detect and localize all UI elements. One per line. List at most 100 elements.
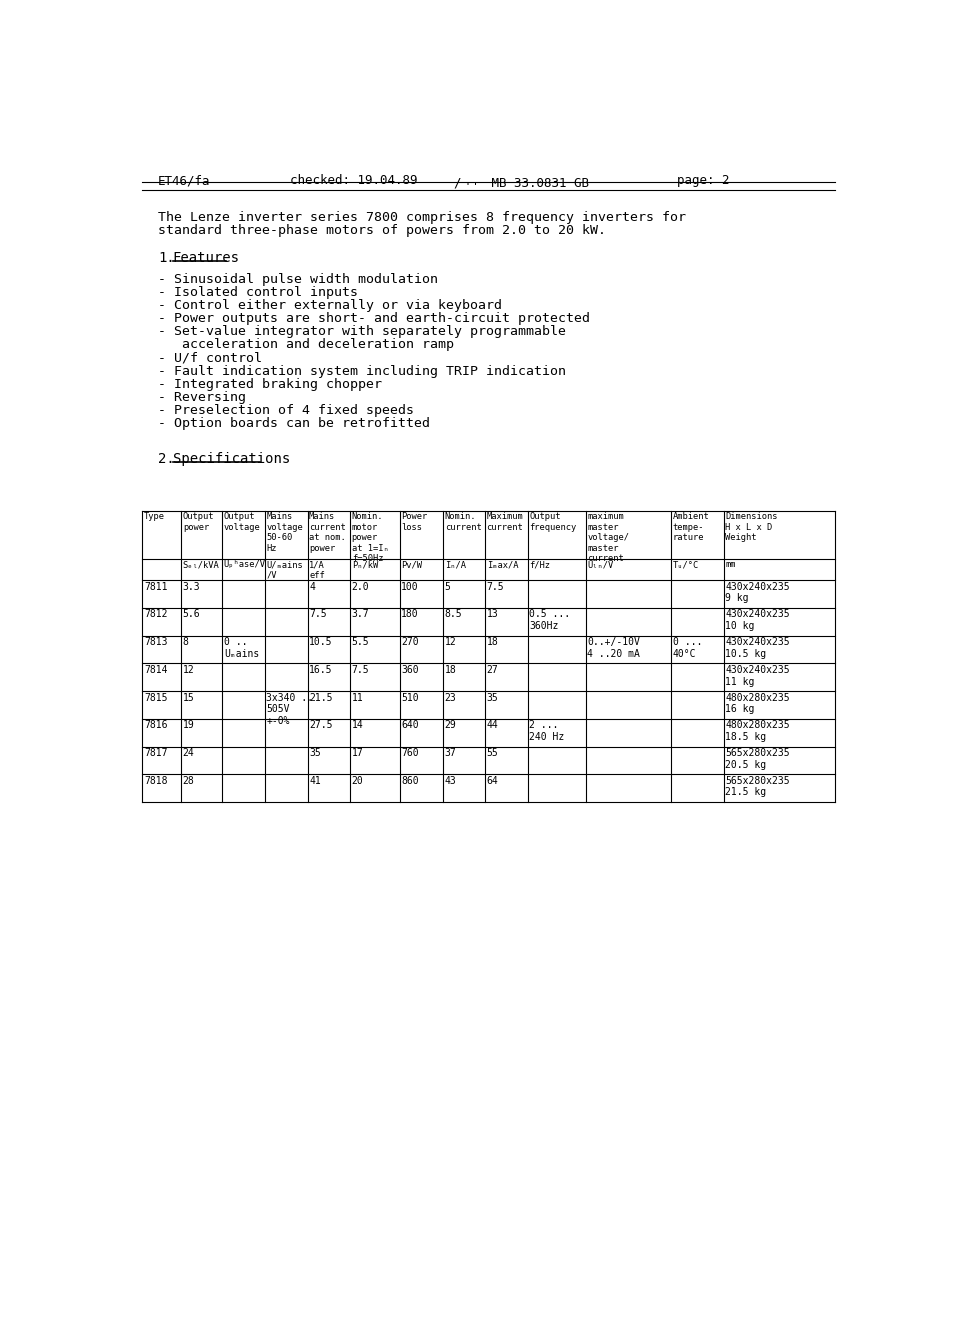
Text: Sₑₗ/kVA: Sₑₗ/kVA [183, 561, 219, 569]
Text: Uₚʰase/V: Uₚʰase/V [224, 561, 266, 569]
Text: Mains
current
at nom.
power: Mains current at nom. power [309, 512, 346, 553]
Text: 7815: 7815 [144, 693, 168, 702]
Text: /¬¬  MB 33.0831 GB: /¬¬ MB 33.0831 GB [454, 177, 588, 190]
Text: 7.5: 7.5 [309, 610, 327, 619]
Text: 360: 360 [401, 665, 418, 674]
Text: 14: 14 [352, 720, 363, 731]
Text: Uₗₙ/V: Uₗₙ/V [587, 561, 613, 569]
Text: 640: 640 [401, 720, 418, 731]
Text: Mains
voltage
50-60
Hz: Mains voltage 50-60 Hz [266, 512, 303, 553]
Text: 565x280x235
21.5 kg: 565x280x235 21.5 kg [724, 776, 789, 797]
Text: 17: 17 [352, 748, 363, 759]
Text: 64: 64 [486, 776, 497, 785]
Text: 7817: 7817 [144, 748, 168, 759]
Text: Output
power: Output power [183, 512, 214, 531]
Text: 5.6: 5.6 [183, 610, 200, 619]
Text: page: 2: page: 2 [677, 174, 729, 187]
Text: 35: 35 [486, 693, 497, 702]
Text: Iₙ/A: Iₙ/A [444, 561, 465, 569]
Text: - Control either externally or via keyboard: - Control either externally or via keybo… [158, 300, 501, 312]
Text: 3.3: 3.3 [183, 582, 200, 591]
Text: - Integrated braking chopper: - Integrated braking chopper [158, 377, 381, 391]
Text: ET46/fa: ET46/fa [158, 174, 211, 187]
Text: checked: 19.04.89: checked: 19.04.89 [290, 174, 416, 187]
Text: Specifications: Specifications [172, 452, 290, 466]
Text: 2 ...
240 Hz: 2 ... 240 Hz [529, 720, 564, 743]
Text: 11: 11 [352, 693, 363, 702]
Text: 2.0: 2.0 [352, 582, 369, 591]
Text: 7.5: 7.5 [352, 665, 369, 674]
Text: 12: 12 [183, 665, 194, 674]
Text: Tᵤ/°C: Tᵤ/°C [672, 561, 699, 569]
Text: maximum
master
voltage/
master
current: maximum master voltage/ master current [587, 512, 629, 563]
Text: - Power outputs are short- and earth-circuit protected: - Power outputs are short- and earth-cir… [158, 312, 589, 325]
Text: 10.5: 10.5 [309, 637, 333, 648]
Text: 480x280x235
16 kg: 480x280x235 16 kg [724, 693, 789, 714]
Text: - Option boards can be retrofitted: - Option boards can be retrofitted [158, 417, 430, 429]
Text: Pv/W: Pv/W [401, 561, 422, 569]
Text: 28: 28 [183, 776, 194, 785]
Text: 430x240x235
10.5 kg: 430x240x235 10.5 kg [724, 637, 789, 658]
Text: 29: 29 [444, 720, 456, 731]
Text: 7811: 7811 [144, 582, 168, 591]
Text: 19: 19 [183, 720, 194, 731]
Text: 7.5: 7.5 [486, 582, 504, 591]
Text: - Reversing: - Reversing [158, 391, 246, 404]
Text: acceleration and deceleration ramp: acceleration and deceleration ramp [158, 339, 454, 352]
Text: 1/A
eff: 1/A eff [309, 561, 325, 579]
Text: 860: 860 [401, 776, 418, 785]
Text: - Fault indication system including TRIP indication: - Fault indication system including TRIP… [158, 365, 565, 377]
Text: 12: 12 [444, 637, 456, 648]
Text: 180: 180 [401, 610, 418, 619]
Text: 0..+/-10V
4 ..20 mA: 0..+/-10V 4 ..20 mA [587, 637, 639, 658]
Text: The Lenze inverter series 7800 comprises 8 frequency inverters for: The Lenze inverter series 7800 comprises… [158, 210, 685, 223]
Text: Type: Type [144, 512, 165, 522]
Text: 430x240x235
11 kg: 430x240x235 11 kg [724, 665, 789, 686]
Text: f/Hz: f/Hz [529, 561, 550, 569]
Text: 3.7: 3.7 [352, 610, 369, 619]
Text: Nomin.
current: Nomin. current [444, 512, 481, 531]
Text: 43: 43 [444, 776, 456, 785]
Text: - Sinusoidal pulse width modulation: - Sinusoidal pulse width modulation [158, 273, 437, 286]
Text: 430x240x235
9 kg: 430x240x235 9 kg [724, 582, 789, 603]
Text: standard three-phase motors of powers from 2.0 to 20 kW.: standard three-phase motors of powers fr… [158, 223, 605, 237]
Text: Ambient
tempe-
rature: Ambient tempe- rature [672, 512, 709, 542]
Text: 4: 4 [309, 582, 314, 591]
Text: 18: 18 [486, 637, 497, 648]
Text: 21.5: 21.5 [309, 693, 333, 702]
Text: Features: Features [172, 252, 239, 265]
Text: 7813: 7813 [144, 637, 168, 648]
Text: 7812: 7812 [144, 610, 168, 619]
Text: 1.: 1. [158, 252, 174, 265]
Text: 13: 13 [486, 610, 497, 619]
Text: Power
loss: Power loss [401, 512, 427, 531]
Text: 7818: 7818 [144, 776, 168, 785]
Text: 55: 55 [486, 748, 497, 759]
Text: mm: mm [724, 561, 735, 569]
Text: Output
voltage: Output voltage [224, 512, 260, 531]
Text: 41: 41 [309, 776, 320, 785]
Text: Nomin.
motor
power
at 1=Iₙ
f=50Hz: Nomin. motor power at 1=Iₙ f=50Hz [352, 512, 388, 563]
Text: 20: 20 [352, 776, 363, 785]
Text: 27: 27 [486, 665, 497, 674]
Text: 44: 44 [486, 720, 497, 731]
Text: 27.5: 27.5 [309, 720, 333, 731]
Text: 24: 24 [183, 748, 194, 759]
Text: Output
frequency: Output frequency [529, 512, 576, 531]
Text: U/ₘains
/V: U/ₘains /V [266, 561, 303, 579]
Text: 8.5: 8.5 [444, 610, 462, 619]
Text: Pₙ/kW: Pₙ/kW [352, 561, 377, 569]
Text: - Isolated control inputs: - Isolated control inputs [158, 286, 357, 300]
Text: 15: 15 [183, 693, 194, 702]
Text: 7816: 7816 [144, 720, 168, 731]
Text: Maximum
current: Maximum current [486, 512, 523, 531]
Text: - Preselection of 4 fixed speeds: - Preselection of 4 fixed speeds [158, 404, 414, 417]
Text: 35: 35 [309, 748, 320, 759]
Text: 16.5: 16.5 [309, 665, 333, 674]
Text: 565x280x235
20.5 kg: 565x280x235 20.5 kg [724, 748, 789, 769]
Text: 100: 100 [401, 582, 418, 591]
Text: 760: 760 [401, 748, 418, 759]
Text: 8: 8 [183, 637, 189, 648]
Text: 18: 18 [444, 665, 456, 674]
Text: 5: 5 [444, 582, 450, 591]
